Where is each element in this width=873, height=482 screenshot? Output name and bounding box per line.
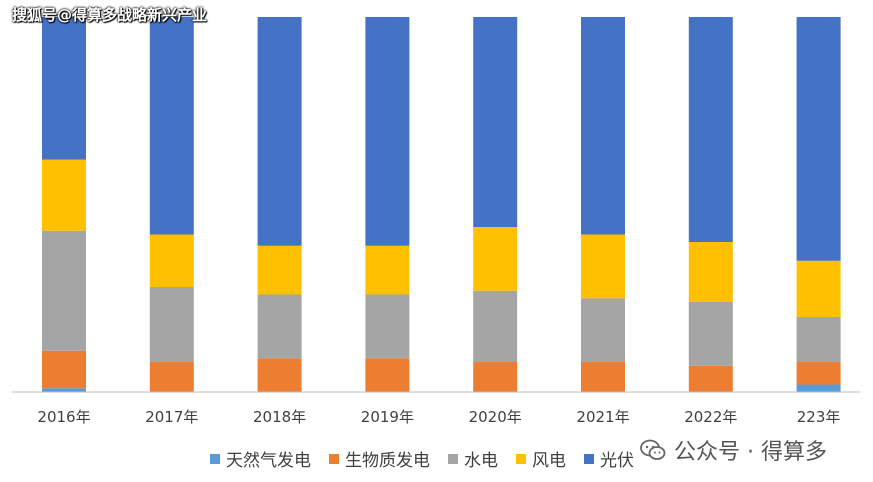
- bar-segment: [42, 350, 86, 389]
- bar-segment: [365, 245, 410, 295]
- bar-segment: [581, 362, 625, 392]
- bar-segment: [149, 362, 194, 392]
- bar-segment: [796, 362, 841, 385]
- x-tick-label: 2018年: [253, 408, 306, 426]
- bar-segment: [257, 245, 302, 295]
- x-tick-labels: 2016年 2017年 2018年 2019年 2020年 2021年 2022年 223年: [37, 408, 840, 426]
- x-tick-label: 2017年: [145, 408, 198, 426]
- legend-item: 天然气发电: [210, 446, 311, 471]
- legend-item: 水电: [448, 446, 498, 471]
- bar-segment: [365, 294, 410, 359]
- brand-footer: 公众号 · 得算多: [640, 434, 827, 466]
- bar-segment: [688, 17, 733, 242]
- bar-segment: [365, 358, 410, 392]
- bar-segment: [149, 234, 194, 287]
- bar-segment: [257, 17, 302, 246]
- legend-label: 光伏: [600, 451, 634, 471]
- x-tick-label: 2016年: [37, 408, 90, 426]
- bar-segment: [42, 159, 86, 231]
- legend-label: 生物质发电: [345, 451, 430, 471]
- legend-label: 天然气发电: [226, 451, 311, 471]
- legend-label: 风电: [532, 451, 566, 471]
- legend-item: 光伏: [584, 446, 634, 471]
- bar-segment: [365, 17, 410, 246]
- bar-group: [42, 17, 841, 392]
- bar-segment: [42, 230, 86, 351]
- chart-legend: 天然气发电 生物质发电 水电 风电 光伏: [210, 446, 634, 471]
- bar-segment: [473, 227, 518, 291]
- legend-swatch: [448, 453, 458, 464]
- bar-segment: [688, 302, 733, 366]
- bar-segment: [796, 317, 841, 362]
- bar-segment: [581, 234, 625, 299]
- x-tick-label: 2020年: [469, 408, 522, 426]
- legend-label: 水电: [464, 451, 498, 471]
- bar-segment: [257, 294, 302, 359]
- legend-swatch: [210, 453, 220, 464]
- bar-segment: [473, 290, 518, 362]
- legend-swatch: [516, 453, 526, 464]
- bar-segment: [42, 388, 86, 392]
- wechat-icon: [640, 439, 666, 460]
- bar-segment: [688, 242, 733, 302]
- bar-segment: [796, 17, 841, 261]
- brand-text: 公众号 · 得算多: [674, 440, 827, 465]
- bar-segment: [149, 17, 194, 235]
- x-tick-label: 2022年: [684, 408, 737, 426]
- x-tick-label: 2021年: [576, 408, 629, 426]
- bar-segment: [688, 365, 733, 392]
- bar-segment: [473, 362, 518, 392]
- bar-segment: [796, 260, 841, 317]
- x-tick-label: 2019年: [361, 408, 414, 426]
- legend-item: 风电: [516, 446, 566, 471]
- bar-segment: [473, 17, 518, 227]
- legend-item: 生物质发电: [329, 446, 430, 471]
- bar-segment: [581, 17, 625, 235]
- legend-swatch: [584, 453, 594, 464]
- watermark-text: 搜狐号@得算多战略新兴产业: [12, 6, 208, 24]
- bar-segment: [149, 287, 194, 362]
- bar-segment: [581, 298, 625, 362]
- legend-swatch: [329, 453, 339, 464]
- bar-segment: [796, 384, 841, 392]
- bar-segment: [42, 17, 86, 160]
- bar-segment: [257, 358, 302, 392]
- x-tick-label: 223年: [797, 408, 841, 426]
